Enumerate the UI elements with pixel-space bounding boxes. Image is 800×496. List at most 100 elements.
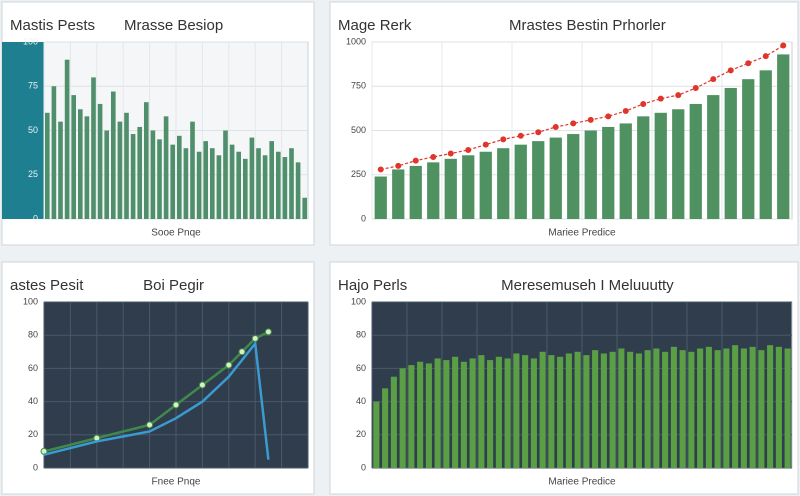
bar (584, 130, 597, 219)
bar (137, 126, 143, 219)
bar (229, 144, 235, 219)
trend-point (430, 154, 437, 161)
bar (495, 356, 502, 468)
bar (609, 351, 616, 468)
bar (84, 116, 90, 219)
trend-point (622, 108, 629, 115)
y-tick-label: 40 (28, 396, 38, 406)
bar (679, 350, 686, 468)
bar (97, 103, 103, 219)
panel-heading: astes Pesit (10, 277, 84, 294)
trend-point (587, 116, 594, 123)
trend-point (570, 120, 577, 127)
x-axis-label: Mariee Predice (548, 477, 616, 488)
bar (487, 360, 494, 468)
panel-heading: Mastis Pests (10, 17, 95, 34)
bar (209, 148, 215, 219)
series-point (172, 401, 180, 409)
bar (574, 351, 581, 468)
bar (777, 54, 790, 219)
bar (242, 158, 248, 219)
bar (58, 121, 63, 219)
bar (236, 151, 242, 219)
y-tick-label: 750 (351, 81, 366, 91)
trend-point (605, 113, 612, 120)
bar (549, 137, 562, 219)
trend-point (780, 42, 787, 49)
bar (602, 126, 615, 219)
panel-title: Mrasse Besiop (124, 17, 223, 34)
trend-point (377, 166, 384, 173)
bar (627, 351, 634, 468)
trend-point (447, 150, 454, 157)
bar (157, 139, 162, 219)
bar (223, 130, 228, 219)
bar (707, 95, 720, 219)
bar (469, 358, 476, 468)
bar (567, 134, 580, 219)
panel-heading: Hajo Perls (338, 277, 407, 294)
bar (497, 148, 510, 219)
bar (767, 345, 774, 468)
bar (373, 401, 380, 468)
bar (548, 355, 555, 468)
bar (434, 358, 441, 468)
trend-point (640, 100, 647, 107)
bar (382, 388, 389, 468)
bar (117, 121, 123, 219)
bar (775, 346, 782, 468)
bar (374, 176, 387, 219)
trend-point (500, 136, 507, 143)
bar (409, 165, 422, 219)
bar (282, 157, 288, 219)
y-tick-label: 20 (28, 429, 38, 439)
bar (408, 365, 415, 468)
bar (399, 368, 406, 468)
bar (425, 363, 432, 468)
bar (742, 79, 755, 219)
y-tick-label: 60 (356, 363, 366, 373)
bar (732, 345, 739, 468)
series-point (198, 381, 206, 389)
bar (714, 350, 721, 468)
bar (275, 151, 281, 219)
x-axis-label: Mariee Predice (548, 228, 616, 239)
bar (460, 361, 467, 468)
bar (662, 351, 669, 468)
x-axis-label: Fnee Pnqe (152, 477, 201, 488)
trend-point (745, 60, 752, 67)
bar (71, 95, 77, 219)
bar (443, 360, 450, 468)
bar (697, 348, 704, 468)
bar (653, 348, 660, 468)
bar (654, 112, 667, 219)
bar (513, 353, 520, 468)
y-tick-label: 1000 (346, 36, 366, 46)
bar (758, 350, 765, 468)
bar (262, 155, 268, 219)
bar (44, 112, 50, 219)
trend-point (675, 92, 682, 99)
bar (269, 141, 275, 219)
bar (289, 148, 294, 219)
bar (417, 361, 424, 468)
bar (295, 162, 301, 219)
y-tick-label: 250 (351, 169, 366, 179)
bar (462, 155, 475, 219)
y-tick-label: 0 (33, 462, 38, 472)
y-tick-label: 100 (23, 296, 38, 306)
bar (392, 169, 405, 219)
y-tick-label: 20 (356, 429, 366, 439)
y-tick-label: 100 (23, 36, 38, 46)
bar (539, 351, 546, 468)
bar (150, 130, 156, 219)
bar (723, 348, 730, 468)
bar (91, 77, 96, 220)
bar (600, 353, 607, 468)
bar (478, 355, 485, 468)
trend-point (692, 85, 699, 92)
bar (249, 137, 255, 219)
bar (504, 358, 511, 468)
y-tick-label: 0 (361, 462, 366, 472)
trend-point (412, 157, 419, 164)
